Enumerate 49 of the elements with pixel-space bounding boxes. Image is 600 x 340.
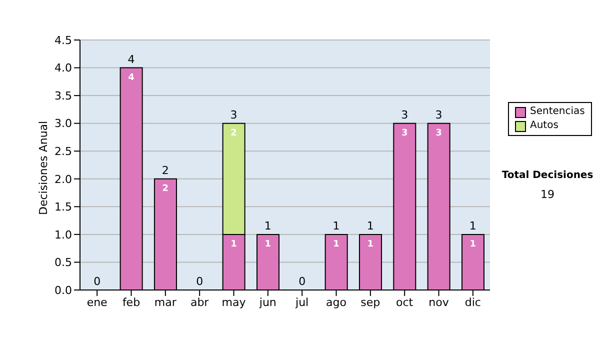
data-label: 1 — [367, 239, 374, 250]
total-label: 0 — [94, 275, 101, 288]
x-tick-label: ene — [86, 296, 108, 309]
total-label: 3 — [401, 108, 408, 122]
text: 19 — [540, 188, 556, 201]
x-tick-label: oct — [396, 296, 414, 309]
y-tick-label: 4.0 — [54, 62, 72, 75]
total-label: 2 — [162, 164, 169, 177]
x-tick-label: jul — [294, 296, 309, 309]
data-label: 2 — [162, 184, 169, 194]
data-label: 1 — [333, 239, 340, 250]
total-label: 0 — [298, 275, 306, 288]
y-tick-label: 3.0 — [54, 117, 72, 130]
data-label: 1 — [470, 239, 476, 250]
x-tick-label: dic — [464, 296, 481, 309]
y-tick-label: 1.5 — [54, 200, 72, 214]
data-label: 3 — [436, 128, 442, 138]
x-tick-label: jun — [258, 296, 276, 309]
y-tick-label: 0.0 — [54, 284, 72, 297]
data-label: 1 — [264, 239, 272, 250]
legend-label: Autos — [530, 119, 558, 133]
y-tick-label: 3.5 — [54, 89, 72, 102]
legend-label: Sentencias — [530, 105, 585, 119]
data-label: 1 — [230, 239, 237, 250]
y-tick-label: 1.0 — [54, 228, 72, 242]
data-label: 4 — [128, 72, 134, 83]
total-label: 1 — [469, 219, 476, 232]
text: Total Decisiones — [500, 170, 594, 181]
y-tick-label: 2.0 — [54, 172, 72, 186]
x-tick-label: may — [222, 296, 246, 309]
total-label: 1 — [332, 219, 340, 232]
x-tick-label: nov — [428, 296, 450, 309]
x-tick-label: sep — [360, 296, 380, 309]
x-tick-label: abr — [190, 296, 210, 309]
y-tick-label: 2.5 — [54, 145, 72, 158]
x-tick-label: feb — [122, 296, 140, 309]
total-label: 3 — [230, 108, 238, 122]
total-label: 1 — [264, 219, 272, 232]
total-label: 3 — [435, 108, 442, 122]
data-label: 2 — [230, 128, 237, 138]
total-label: 0 — [196, 275, 204, 288]
y-tick-label: 0.5 — [54, 256, 72, 270]
y-axis-title: Decisiones Anual — [36, 120, 50, 215]
data-label: 3 — [401, 128, 408, 138]
total-label: 1 — [366, 219, 374, 232]
total-label: 4 — [128, 52, 135, 66]
y-tick-label: 4.5 — [54, 34, 72, 47]
x-tick-label: ago — [326, 296, 347, 309]
x-tick-label: mar — [154, 296, 177, 309]
